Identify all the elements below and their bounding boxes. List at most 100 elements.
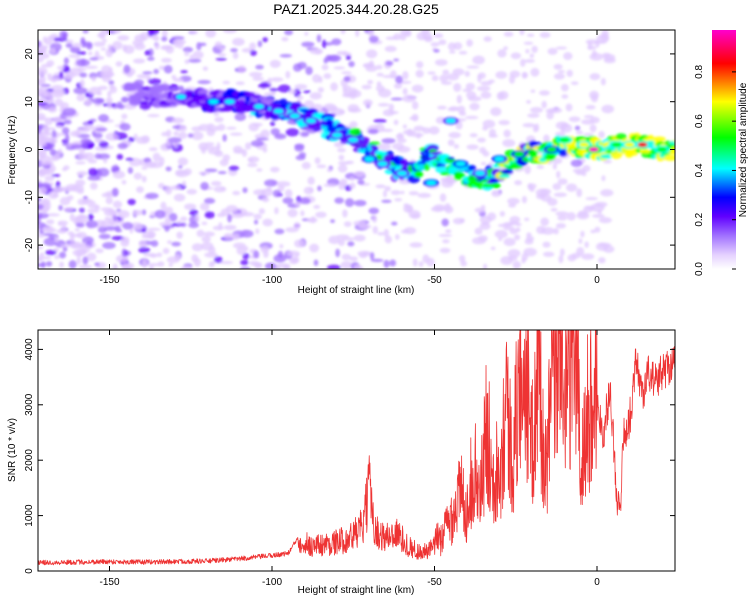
noise-blob <box>269 59 281 68</box>
noise-blob <box>577 210 588 218</box>
ridge-core <box>559 137 570 143</box>
noise-blob <box>122 222 134 230</box>
noise-blob <box>508 74 516 84</box>
noise-blob <box>191 126 203 132</box>
noise-blob <box>189 209 199 216</box>
noise-blob <box>255 137 269 141</box>
noise-blob <box>39 85 48 92</box>
noise-blob <box>262 147 268 153</box>
noise-blob <box>381 128 394 133</box>
noise-blob <box>336 51 347 56</box>
noise-blob <box>404 30 412 37</box>
noise-blob <box>141 209 147 216</box>
noise-blob <box>240 266 251 269</box>
noise-blob <box>201 221 208 226</box>
noise-blob <box>478 72 486 79</box>
ridge-core <box>579 142 589 148</box>
noise-blob <box>585 105 596 110</box>
noise-blob <box>293 221 301 230</box>
spectrogram-y-label: Frequency (Hz) <box>7 116 18 185</box>
noise-blob <box>411 101 419 110</box>
noise-blob <box>499 210 506 217</box>
ridge-blob <box>615 133 627 141</box>
noise-blob <box>40 63 53 68</box>
noise-blob <box>63 57 70 65</box>
noise-blob <box>452 217 465 225</box>
noise-blob <box>258 83 271 87</box>
noise-blob <box>402 87 408 95</box>
noise-blob <box>235 81 245 86</box>
noise-blob <box>64 133 70 142</box>
noise-blob <box>262 218 273 227</box>
noise-blob <box>121 236 130 244</box>
noise-blob <box>375 184 386 189</box>
noise-blob <box>242 187 248 194</box>
y-tick-label: 4000 <box>24 338 35 361</box>
noise-blob <box>368 30 375 37</box>
noise-blob <box>54 40 59 44</box>
noise-blob <box>232 37 245 46</box>
x-tick-label: -100 <box>262 275 282 286</box>
noise-blob <box>539 31 551 39</box>
noise-blob <box>264 92 276 97</box>
noise-blob <box>316 34 322 43</box>
noise-blob <box>589 52 604 61</box>
noise-blob <box>285 70 291 79</box>
noise-blob <box>255 228 260 235</box>
noise-blob <box>94 205 101 210</box>
noise-blob <box>377 143 391 151</box>
noise-blob <box>570 159 583 167</box>
noise-blob <box>44 175 55 182</box>
noise-blob <box>76 170 88 177</box>
noise-blob <box>252 76 265 81</box>
noise-blob <box>38 67 48 76</box>
ridge-blob <box>430 151 443 156</box>
noise-blob <box>93 132 103 139</box>
noise-blob <box>294 83 308 90</box>
noise-blob <box>304 100 315 109</box>
noise-blob <box>479 215 492 224</box>
noise-blob <box>41 53 50 59</box>
noise-blob <box>526 100 531 104</box>
noise-blob <box>249 42 257 50</box>
noise-blob <box>279 54 293 58</box>
noise-blob <box>198 171 211 175</box>
noise-blob <box>75 248 88 256</box>
noise-blob <box>147 56 155 61</box>
y-tick-label: 2000 <box>24 449 35 472</box>
noise-blob <box>440 81 453 85</box>
noise-blob <box>342 85 352 92</box>
noise-blob <box>38 233 45 238</box>
noise-blob <box>269 87 279 92</box>
noise-blob <box>348 60 355 68</box>
noise-blob <box>366 49 378 59</box>
noise-blob <box>597 209 602 214</box>
noise-blob <box>135 136 150 144</box>
noise-blob <box>439 193 447 202</box>
noise-blob <box>341 237 355 241</box>
noise-blob <box>164 185 173 195</box>
ridge-blob <box>447 166 457 174</box>
noise-blob <box>161 36 168 42</box>
noise-blob <box>534 123 540 132</box>
noise-blob <box>172 77 184 82</box>
x-tick-label: -50 <box>427 275 442 286</box>
noise-blob <box>294 144 305 152</box>
noise-blob <box>270 77 284 82</box>
noise-blob <box>141 235 156 239</box>
noise-blob <box>313 259 319 266</box>
noise-blob <box>317 185 322 192</box>
noise-blob <box>381 138 396 144</box>
noise-blob <box>153 68 160 75</box>
noise-blob <box>444 205 454 214</box>
noise-blob <box>127 167 134 174</box>
noise-blob <box>383 228 389 238</box>
noise-blob <box>277 84 291 93</box>
noise-blob <box>61 127 70 135</box>
noise-blob <box>331 38 342 46</box>
noise-blob <box>244 142 252 150</box>
snr-x-ticks: -150 -100 -50 0 <box>99 330 600 588</box>
noise-blob <box>174 253 181 261</box>
noise-blob <box>123 64 131 74</box>
noise-blob <box>368 124 380 131</box>
